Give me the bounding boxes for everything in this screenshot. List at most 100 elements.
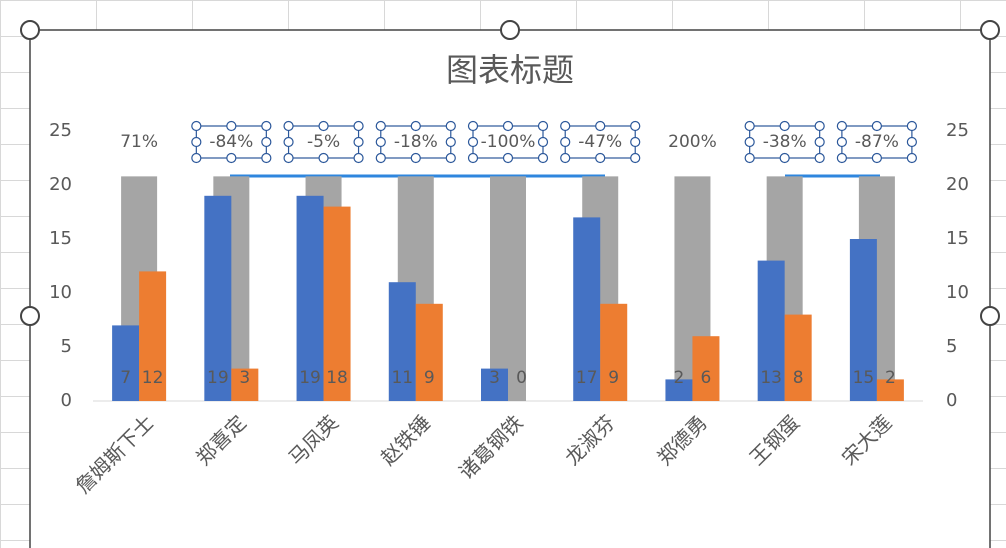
label-handle bbox=[814, 152, 825, 164]
label-handle bbox=[630, 120, 641, 132]
label-handle bbox=[871, 152, 882, 164]
label-handle bbox=[906, 120, 917, 132]
label-handle bbox=[836, 120, 847, 132]
label-handle bbox=[537, 152, 549, 164]
label-handle bbox=[814, 136, 825, 148]
label-handle bbox=[445, 152, 456, 164]
label-handle bbox=[445, 136, 456, 148]
change-label: 200% bbox=[668, 132, 717, 152]
bar bbox=[573, 217, 601, 401]
bar bbox=[849, 239, 877, 401]
change-label: -87% bbox=[855, 132, 899, 152]
label-handle bbox=[261, 152, 272, 164]
label-handle bbox=[595, 120, 606, 132]
label-handle bbox=[410, 152, 421, 164]
label-handle bbox=[467, 152, 479, 164]
bar bbox=[600, 303, 628, 401]
y2-tick-label: 25 bbox=[946, 120, 969, 141]
label-handle bbox=[226, 120, 237, 132]
label-handle bbox=[261, 120, 272, 132]
label-handle bbox=[318, 120, 329, 132]
data-label: 8 bbox=[793, 368, 804, 388]
label-handle bbox=[814, 120, 825, 132]
label-handle bbox=[375, 136, 386, 148]
resize-handle[interactable] bbox=[20, 306, 40, 326]
label-handle bbox=[836, 152, 847, 164]
y2-tick-label: 10 bbox=[946, 282, 969, 303]
data-label: 2 bbox=[674, 368, 685, 388]
data-label: 3 bbox=[489, 368, 500, 388]
data-label: 9 bbox=[608, 368, 619, 388]
data-label: 18 bbox=[326, 368, 348, 388]
label-handle bbox=[537, 136, 549, 148]
resize-handle[interactable] bbox=[980, 20, 1000, 40]
label-handle bbox=[375, 120, 386, 132]
label-handle bbox=[560, 136, 571, 148]
bar bbox=[876, 379, 904, 401]
label-handle bbox=[467, 120, 479, 132]
label-handle bbox=[318, 152, 329, 164]
resize-handle[interactable] bbox=[20, 20, 40, 40]
label-handle bbox=[191, 152, 202, 164]
handles bbox=[20, 20, 1000, 326]
change-label: -84% bbox=[209, 132, 253, 152]
label-handle bbox=[779, 152, 790, 164]
bar bbox=[323, 206, 351, 401]
label-handle bbox=[353, 136, 364, 148]
label-handle bbox=[906, 152, 917, 164]
label-handle bbox=[226, 152, 237, 164]
resize-handle[interactable] bbox=[500, 20, 520, 40]
label-handle bbox=[283, 120, 294, 132]
label-handle bbox=[744, 136, 755, 148]
label-handle bbox=[595, 152, 606, 164]
label-handle bbox=[871, 120, 882, 132]
bar bbox=[784, 314, 812, 401]
bar bbox=[757, 260, 785, 401]
y2-tick-label: 20 bbox=[946, 174, 969, 195]
label-handle bbox=[353, 152, 364, 164]
data-label: 9 bbox=[424, 368, 435, 388]
label-handle bbox=[744, 152, 755, 164]
change-label: 71% bbox=[120, 132, 158, 152]
y-tick-label: 10 bbox=[49, 282, 72, 303]
label-handle bbox=[630, 136, 641, 148]
data-label: 19 bbox=[207, 368, 229, 388]
data-label: 0 bbox=[516, 368, 527, 388]
label-handle bbox=[502, 120, 514, 132]
y-tick-label: 0 bbox=[61, 390, 72, 411]
y-tick-label: 5 bbox=[61, 336, 72, 357]
data-label: 13 bbox=[760, 368, 782, 388]
bar bbox=[112, 325, 140, 401]
change-label: -5% bbox=[307, 132, 340, 152]
label-handle bbox=[191, 136, 202, 148]
chart-title: 图表标题 bbox=[446, 51, 574, 89]
data-label: 17 bbox=[576, 368, 598, 388]
bar bbox=[388, 282, 416, 401]
label-handle bbox=[836, 136, 847, 148]
label-handle bbox=[467, 136, 479, 148]
bar bbox=[481, 368, 508, 401]
data-label: 6 bbox=[701, 368, 712, 388]
change-label: -47% bbox=[578, 132, 622, 152]
bar bbox=[415, 303, 443, 401]
label-handle bbox=[445, 120, 456, 132]
label-handle bbox=[283, 136, 294, 148]
bar bbox=[692, 336, 720, 401]
label-handle bbox=[261, 136, 272, 148]
label-handle bbox=[191, 120, 202, 132]
label-handle bbox=[375, 152, 386, 164]
resize-handle[interactable] bbox=[980, 306, 1000, 326]
label-handle bbox=[744, 120, 755, 132]
data-label: 7 bbox=[120, 368, 131, 388]
y-tick-label: 20 bbox=[49, 174, 72, 195]
label-handle bbox=[906, 136, 917, 148]
data-label: 3 bbox=[239, 368, 250, 388]
y2-tick-label: 0 bbox=[946, 390, 957, 411]
bar bbox=[665, 379, 693, 401]
bar bbox=[490, 176, 526, 401]
y2-tick-label: 15 bbox=[946, 228, 969, 249]
bar bbox=[139, 271, 167, 401]
label-handle bbox=[537, 120, 549, 132]
label-handle bbox=[560, 152, 571, 164]
